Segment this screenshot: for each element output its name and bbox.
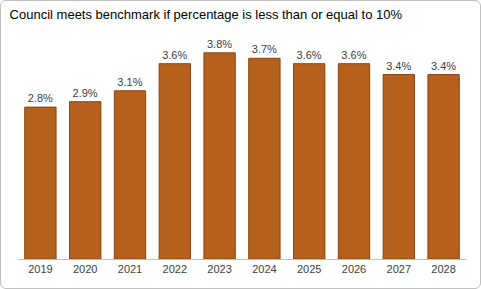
svg-text:2.9%: 2.9% (73, 87, 98, 99)
svg-text:3.7%: 3.7% (252, 43, 277, 55)
svg-text:2024: 2024 (252, 263, 276, 275)
svg-text:2028: 2028 (431, 263, 455, 275)
svg-text:2019: 2019 (28, 263, 52, 275)
svg-text:2025: 2025 (297, 263, 321, 275)
svg-text:3.6%: 3.6% (297, 49, 322, 61)
svg-text:3.4%: 3.4% (386, 60, 411, 72)
svg-text:3.1%: 3.1% (117, 76, 142, 88)
svg-text:2026: 2026 (342, 263, 366, 275)
svg-text:2021: 2021 (118, 263, 142, 275)
svg-text:2027: 2027 (387, 263, 411, 275)
svg-text:2023: 2023 (207, 263, 231, 275)
svg-text:2022: 2022 (163, 263, 187, 275)
svg-text:2020: 2020 (73, 263, 97, 275)
svg-text:3.6%: 3.6% (162, 49, 187, 61)
svg-text:3.6%: 3.6% (341, 49, 366, 61)
svg-text:2.8%: 2.8% (28, 92, 53, 104)
svg-text:Council meets benchmark if per: Council meets benchmark if percentage is… (10, 7, 403, 22)
svg-text:3.8%: 3.8% (207, 38, 232, 50)
svg-text:3.4%: 3.4% (431, 60, 456, 72)
